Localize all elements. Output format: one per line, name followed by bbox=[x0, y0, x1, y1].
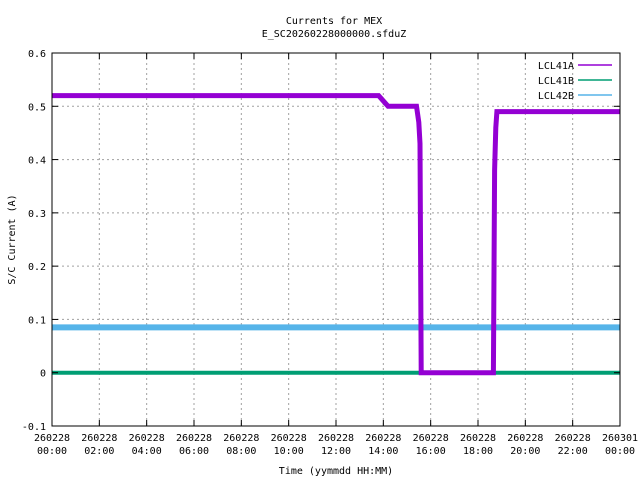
chart-subtitle: E_SC20260228000000.sfduZ bbox=[262, 29, 407, 40]
y-tick-label: 0 bbox=[40, 369, 46, 380]
y-tick-label: 0.4 bbox=[28, 156, 46, 167]
x-tick-label-date: 260301 bbox=[602, 433, 638, 444]
x-tick-label-time: 08:00 bbox=[226, 446, 256, 457]
x-tick-label-time: 22:00 bbox=[558, 446, 588, 457]
x-tick-label-date: 260228 bbox=[507, 433, 543, 444]
x-tick-label-time: 00:00 bbox=[37, 446, 67, 457]
legend-label-lcl41b: LCL41B bbox=[538, 76, 574, 87]
x-tick-label-time: 16:00 bbox=[416, 446, 446, 457]
x-tick-label-date: 260228 bbox=[318, 433, 354, 444]
x-tick-label-date: 260228 bbox=[460, 433, 496, 444]
x-tick-label-time: 10:00 bbox=[274, 446, 304, 457]
legend-label-lcl42b: LCL42B bbox=[538, 91, 574, 102]
y-tick-label: 0.3 bbox=[28, 209, 46, 220]
x-tick-label-time: 02:00 bbox=[84, 446, 114, 457]
x-tick-label-time: 20:00 bbox=[510, 446, 540, 457]
x-tick-label-date: 260228 bbox=[365, 433, 401, 444]
legend-label-lcl41a: LCL41A bbox=[538, 61, 574, 72]
x-tick-label-time: 14:00 bbox=[368, 446, 398, 457]
y-tick-label: 0.6 bbox=[28, 49, 46, 60]
series-layer bbox=[52, 93, 620, 376]
x-tick-label-time: 04:00 bbox=[132, 446, 162, 457]
x-tick-label-date: 260228 bbox=[176, 433, 212, 444]
grid bbox=[52, 53, 620, 426]
x-tick-label-date: 260228 bbox=[413, 433, 449, 444]
y-tick-label: 0.5 bbox=[28, 102, 46, 113]
y-tick-label: 0.1 bbox=[28, 315, 46, 326]
chart-title: Currents for MEX bbox=[286, 16, 382, 27]
x-tick-label-date: 260228 bbox=[81, 433, 117, 444]
x-tick-label-date: 260228 bbox=[223, 433, 259, 444]
x-tick-label-time: 12:00 bbox=[321, 446, 351, 457]
x-tick-label-date: 260228 bbox=[555, 433, 591, 444]
x-tick-label-time: 06:00 bbox=[179, 446, 209, 457]
x-tick-label-time: 18:00 bbox=[463, 446, 493, 457]
legend: LCL41A LCL41B LCL42B bbox=[538, 61, 612, 102]
x-tick-label-date: 260228 bbox=[34, 433, 70, 444]
x-axis-label: Time (yymmdd HH:MM) bbox=[279, 466, 393, 477]
y-tick-label: -0.1 bbox=[22, 422, 46, 433]
series-line-lcl41a bbox=[52, 93, 620, 376]
x-tick-label-date: 260228 bbox=[129, 433, 165, 444]
axes: -0.1 0 0.1 0.2 0.3 0.4 0.5 0.6 260228 00:00 260228… bbox=[22, 49, 638, 457]
x-tick-label-date: 260228 bbox=[271, 433, 307, 444]
x-tick-label-time: 00:00 bbox=[605, 446, 635, 457]
y-axis-label: S/C Current (A) bbox=[7, 194, 18, 284]
y-tick-label: 0.2 bbox=[28, 262, 46, 273]
